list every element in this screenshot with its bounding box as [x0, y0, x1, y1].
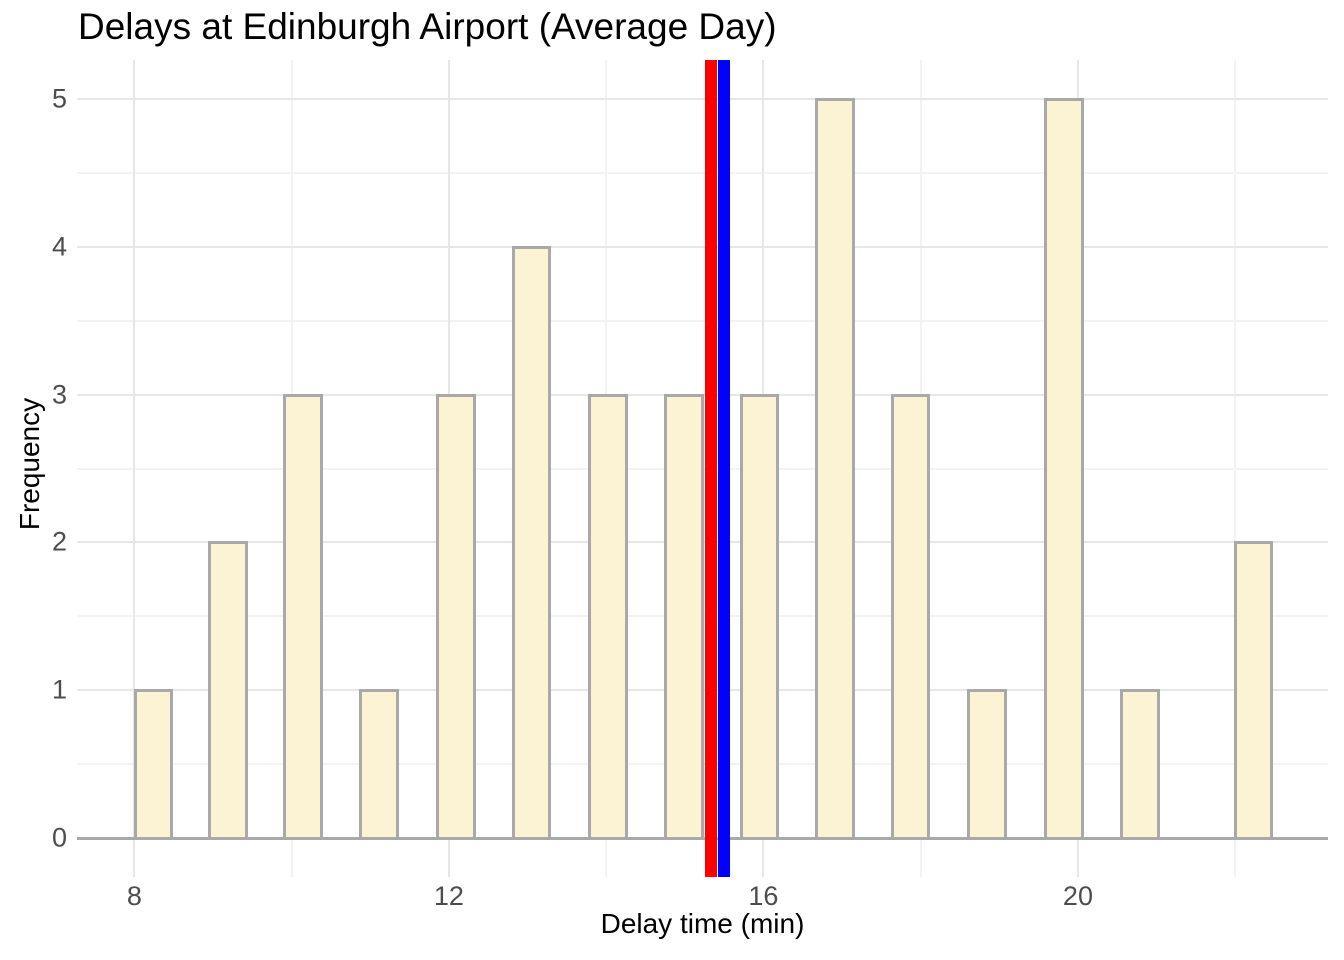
histogram-bar — [133, 689, 174, 841]
histogram-bar — [815, 97, 855, 841]
grid-minor-horizontal — [77, 319, 1328, 322]
grid-major-vertical — [133, 60, 136, 877]
histogram-bar — [890, 393, 931, 841]
y-tick-label: 1 — [51, 674, 67, 705]
x-tick-label: 12 — [433, 881, 464, 911]
histogram-bar — [1044, 97, 1084, 841]
histogram-bar — [1233, 541, 1274, 841]
histogram-bar — [588, 393, 628, 841]
histogram-bar — [967, 689, 1007, 841]
plot-panel — [77, 60, 1328, 877]
red-vline — [704, 60, 717, 877]
x-axis-line — [77, 836, 1328, 840]
x-axis-label: Delay time (min) — [600, 908, 805, 939]
histogram-bar — [283, 393, 323, 841]
x-tick-label: 16 — [748, 881, 779, 911]
grid-minor-vertical — [1234, 60, 1237, 877]
histogram-bar — [511, 245, 552, 841]
x-tick-label: 20 — [1062, 881, 1093, 911]
histogram-bar — [359, 689, 399, 841]
y-tick-label: 5 — [51, 83, 67, 114]
y-tick-label: 2 — [51, 526, 67, 557]
y-tick-label: 0 — [51, 822, 67, 853]
grid-minor-horizontal — [77, 171, 1328, 174]
blue-vline — [718, 60, 731, 877]
histogram-bar — [436, 393, 476, 841]
y-tick-label: 4 — [51, 231, 67, 262]
grid-major-horizontal — [77, 97, 1328, 100]
histogram-bar — [208, 541, 248, 841]
x-tick-label: 8 — [126, 881, 142, 911]
grid-major-horizontal — [77, 245, 1328, 248]
y-tick-label: 3 — [51, 379, 67, 410]
y-axis-label: Frequency — [14, 397, 45, 531]
histogram-bar — [739, 393, 780, 841]
chart-title: Delays at Edinburgh Airport (Average Day… — [78, 6, 777, 47]
histogram-bar — [664, 393, 705, 841]
histogram-bar — [1120, 689, 1161, 841]
